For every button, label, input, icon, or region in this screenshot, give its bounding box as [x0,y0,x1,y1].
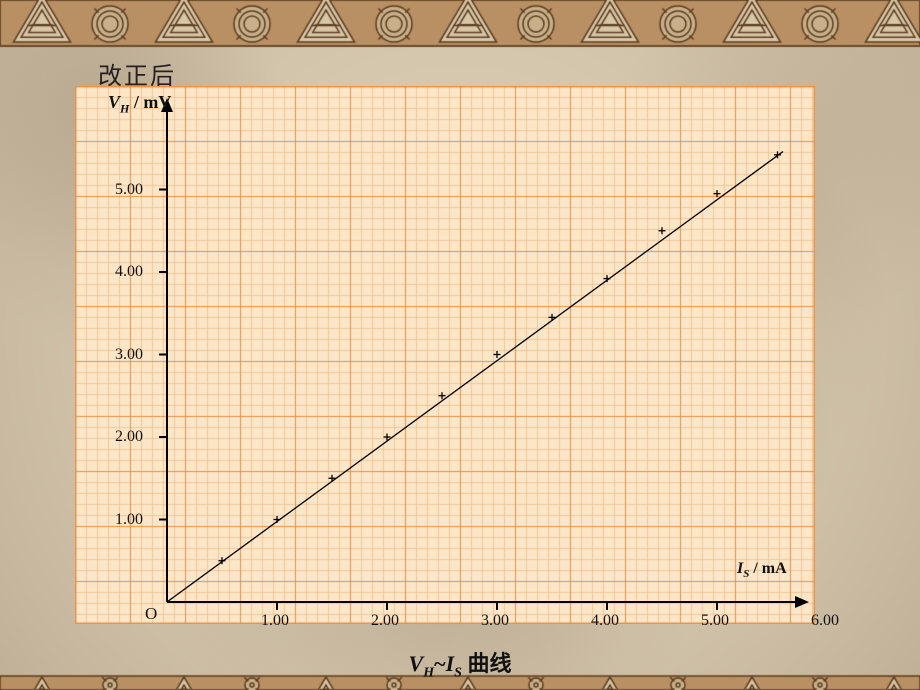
y-tick-label: 4.00 [115,263,143,281]
x-tick-label: 3.00 [481,612,509,630]
chart-svg [75,86,815,624]
chart-caption: VH~IS 曲线 [0,646,920,681]
x-tick-label: 4.00 [591,612,619,630]
y-tick-label: 1.00 [115,511,143,529]
x-axis-label: IS / mA [737,560,787,580]
x-tick-label: 2.00 [371,612,399,630]
y-tick-label: 2.00 [115,428,143,446]
y-axis-label: VH / mV [108,92,171,117]
y-tick-label: 5.00 [115,181,143,199]
x-tick-label: 5.00 [701,612,729,630]
x-tick-label: 1.00 [261,612,289,630]
origin-label: O [145,604,157,624]
x-tick-label: 6.00 [811,612,839,630]
y-tick-label: 3.00 [115,346,143,364]
